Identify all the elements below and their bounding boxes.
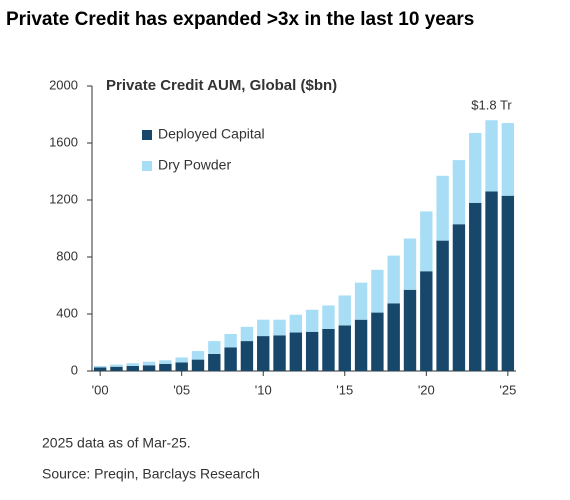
chart-title: Private Credit AUM, Global ($bn) — [106, 77, 337, 94]
bar-segment — [208, 341, 221, 354]
bar-segment — [110, 364, 123, 367]
bar-segment — [240, 341, 254, 371]
bar-segment — [452, 160, 466, 225]
bar-segment — [208, 353, 221, 371]
bar-segment — [240, 326, 254, 342]
bar-segment — [322, 305, 335, 329]
y-tick-label: 0 — [71, 362, 78, 377]
y-tick-label: 800 — [56, 248, 78, 263]
legend-swatch — [142, 130, 152, 140]
legend-label: Deployed Capital — [158, 126, 265, 142]
source: Source: Preqin, Barclays Research — [42, 466, 260, 482]
bar-segment — [159, 360, 172, 364]
bar-segment — [452, 224, 466, 371]
bar-segment — [322, 328, 335, 371]
bar-segment — [126, 363, 139, 367]
bar-segment — [126, 366, 139, 371]
bar-segment — [159, 363, 172, 371]
x-tick-label: '00 — [92, 382, 109, 397]
x-tick-label: '05 — [173, 382, 190, 397]
bar-segment — [338, 295, 351, 326]
y-tick-label: 1200 — [49, 191, 78, 206]
bar-segment — [142, 361, 156, 366]
bar-segment — [175, 357, 188, 363]
bar-segment — [273, 319, 286, 336]
bar-segment — [485, 191, 498, 371]
x-tick-label: '25 — [499, 382, 516, 397]
bar-segment — [469, 202, 482, 371]
bar-segment — [289, 314, 303, 333]
bar-segment — [257, 319, 270, 337]
bar-segment — [273, 335, 286, 371]
x-tick-label: '15 — [336, 382, 353, 397]
bar-segment — [420, 271, 433, 371]
page-title: Private Credit has expanded >3x in the l… — [6, 9, 474, 30]
bar-segment — [501, 195, 515, 371]
bar-segment — [436, 240, 449, 371]
bar-segment — [93, 367, 107, 371]
bar-segment — [354, 282, 368, 320]
bar-segment — [420, 211, 433, 272]
bar-segment — [403, 238, 417, 290]
bar-segment — [469, 133, 482, 203]
bar-segment — [371, 269, 384, 313]
legend-swatch — [142, 161, 152, 171]
bar-segment — [142, 365, 156, 371]
bar-segment — [305, 331, 319, 371]
bar-segment — [110, 366, 123, 371]
y-tick-label: 2000 — [49, 77, 78, 92]
bar-segment — [289, 332, 303, 371]
bar-segment — [485, 120, 498, 192]
bar-segment — [224, 347, 237, 371]
y-tick-label: 1600 — [49, 134, 78, 149]
bar-segment — [305, 309, 319, 332]
y-tick-label: 400 — [56, 305, 78, 320]
bar-segment — [371, 312, 384, 371]
bar-segment — [387, 303, 400, 371]
bar-segment — [191, 359, 205, 371]
bar-segment — [436, 175, 449, 241]
bar-segment — [224, 333, 237, 348]
x-tick-label: '10 — [255, 382, 272, 397]
bar-segment — [93, 366, 107, 368]
note: 2025 data as of Mar-25. — [42, 435, 191, 451]
bar-segment — [354, 319, 368, 371]
bar-segment — [175, 362, 188, 371]
legend-label: Dry Powder — [158, 157, 231, 173]
x-tick-label: '20 — [418, 382, 435, 397]
bar-segment — [501, 123, 515, 196]
bar-segment — [257, 336, 270, 371]
annotation: $1.8 Tr — [471, 98, 512, 113]
bar-segment — [403, 289, 417, 371]
bar-segment — [191, 351, 205, 360]
bar-segment — [387, 255, 400, 304]
bar-segment — [338, 325, 351, 371]
